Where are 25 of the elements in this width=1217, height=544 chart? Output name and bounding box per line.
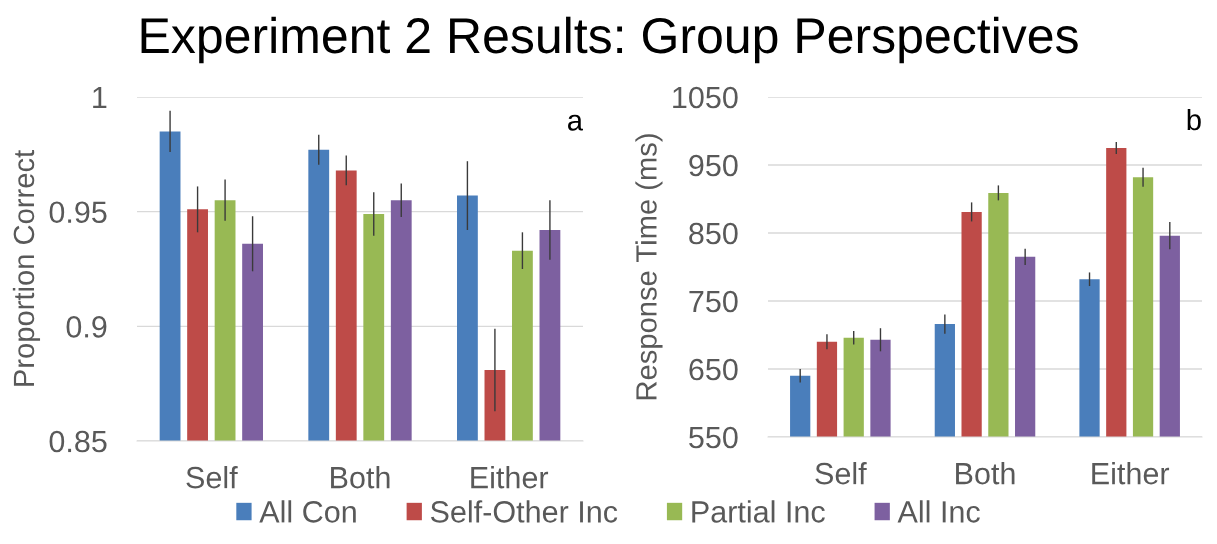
- x-tick-label: Both: [331, 466, 390, 489]
- x-tick-label: Self: [815, 462, 867, 485]
- y-tick-label: 0.9: [66, 316, 107, 338]
- y-tick-label: 550: [689, 426, 738, 449]
- x-tick-label: Either: [1092, 462, 1170, 485]
- annotation: b: [1187, 108, 1201, 131]
- y-tick-label: 950: [689, 154, 738, 177]
- y-tick-label: 1: [93, 87, 107, 109]
- y-tick-label: 750: [689, 290, 738, 313]
- y-tick-label: 0.95: [49, 201, 107, 224]
- x-tick-label: Self: [186, 466, 238, 489]
- y-tick-label: 850: [689, 222, 738, 245]
- y-axis-title: Proportion Correct: [12, 150, 41, 386]
- legend-label: Self-Other Inc: [430, 500, 618, 523]
- x-tick-label: Either: [471, 466, 549, 489]
- y-tick-label: 0.85: [49, 430, 107, 453]
- legend-label: All Inc: [897, 500, 980, 523]
- legend-label: Partial Inc: [692, 500, 825, 523]
- y-axis-title: Response Time (ms): [635, 134, 663, 400]
- y-tick-label: 650: [689, 358, 738, 381]
- x-tick-label: Both: [956, 462, 1015, 485]
- y-tick-label: 1050: [673, 86, 738, 109]
- annotation: a: [568, 114, 583, 131]
- legend-label: All Con: [259, 500, 356, 523]
- chart-title: Experiment 2 Results: Group Perspectives: [141, 16, 1078, 64]
